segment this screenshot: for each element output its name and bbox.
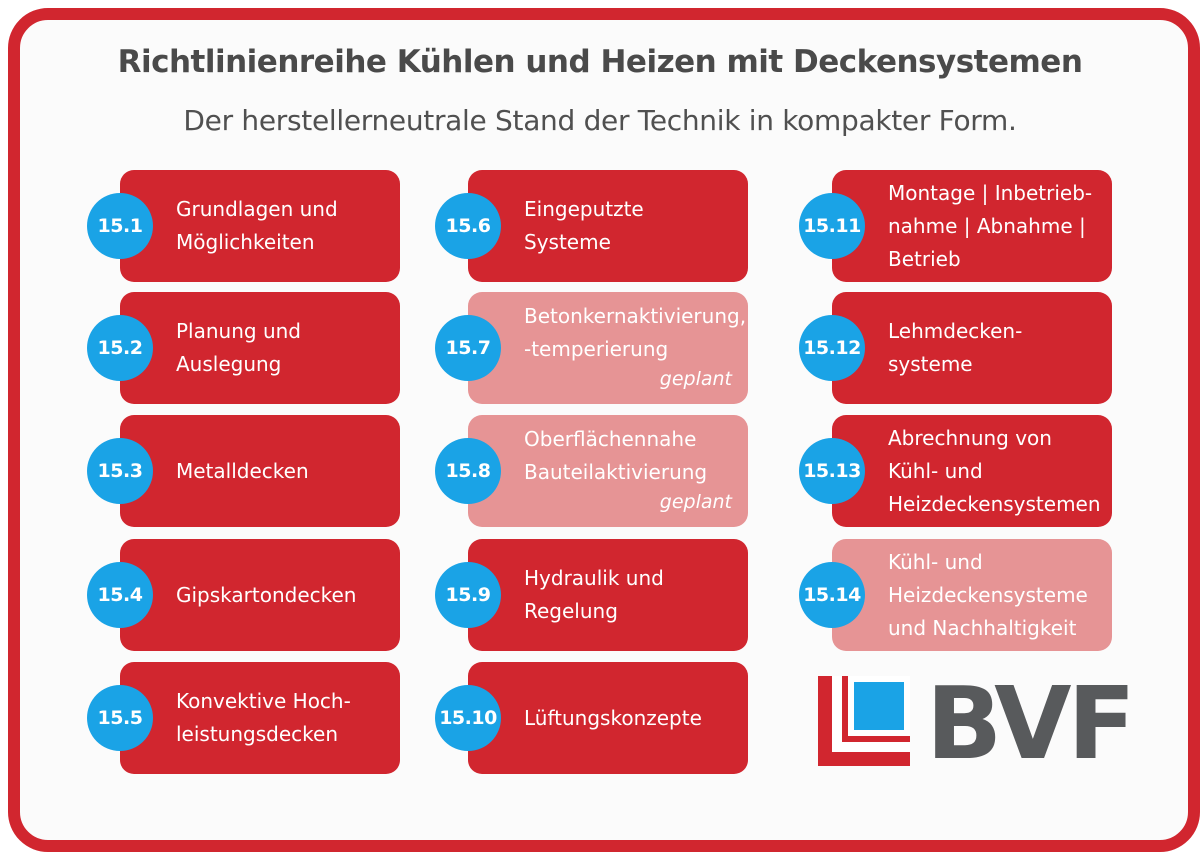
guideline-number-badge: 15.5: [87, 685, 153, 751]
guideline-title: Abrechnung von Kühl- und Heizdeckensyste…: [888, 425, 1101, 516]
guideline-title: Kühl- und Heizdeckensysteme und Nachhalt…: [888, 549, 1088, 640]
guideline-number-badge: 15.4: [87, 562, 153, 628]
planned-note: geplant: [659, 368, 732, 390]
guideline-number-badge: 15.11: [799, 193, 865, 259]
guideline-number-badge: 15.7: [435, 315, 501, 381]
bvf-logo-icon: [818, 676, 910, 766]
guideline-title: Hydraulik und Regelung: [524, 566, 664, 623]
guideline-number-badge: 15.14: [799, 562, 865, 628]
guideline-title: Lehmdecken- systeme: [888, 319, 1023, 376]
guideline-number-badge: 15.2: [87, 315, 153, 381]
guideline-number-badge: 15.6: [435, 193, 501, 259]
guideline-number-badge: 15.3: [87, 438, 153, 504]
bvf-logo-text: BVF: [926, 665, 1136, 782]
guideline-card-15-14: [832, 539, 1112, 651]
guideline-number-badge: 15.8: [435, 438, 501, 504]
guideline-title: Eingeputzte Systeme: [524, 197, 644, 254]
guideline-card-15-9: [468, 539, 748, 651]
poster-title: Richtlinienreihe Kühlen und Heizen mit D…: [117, 44, 1083, 80]
guideline-title: Planung und Auslegung: [176, 319, 301, 376]
guideline-title: Grundlagen und Möglichkeiten: [176, 197, 338, 254]
guideline-card-15-5: [120, 662, 400, 774]
guideline-number-badge: 15.10: [435, 685, 501, 751]
guideline-title: Konvektive Hoch- leistungsdecken: [176, 689, 351, 746]
guideline-number-badge: 15.13: [799, 438, 865, 504]
guideline-number-badge: 15.1: [87, 193, 153, 259]
guideline-card-15-4: [120, 539, 400, 651]
guideline-title: Metalldecken: [176, 458, 309, 483]
guideline-card-15-1: [120, 170, 400, 282]
guideline-title: Gipskartondecken: [176, 582, 357, 607]
guideline-title: Oberflächennahe Bauteilaktivierung: [524, 427, 708, 484]
guideline-number-badge: 15.12: [799, 315, 865, 381]
guideline-title: Betonkernaktivierung, -temperierung: [524, 304, 747, 361]
guideline-number-badge: 15.9: [435, 562, 501, 628]
guideline-card-15-13: [832, 415, 1112, 527]
poster-subtitle: Der herstellerneutrale Stand der Technik…: [183, 104, 1017, 137]
guideline-card-15-2: [120, 292, 400, 404]
guideline-card-15-10: [468, 662, 748, 774]
guideline-card-15-6: [468, 170, 748, 282]
guideline-card-15-8: [468, 415, 748, 527]
guideline-card-15-12: [832, 292, 1112, 404]
guideline-card-15-7: [468, 292, 748, 404]
guideline-card-15-11: [832, 170, 1112, 282]
guideline-card-15-3: [120, 415, 400, 527]
guideline-title: Lüftungskonzepte: [524, 705, 702, 730]
planned-note: geplant: [659, 491, 732, 513]
guideline-title: Montage | Inbetrieb- nahme | Abnahme | B…: [888, 180, 1093, 271]
